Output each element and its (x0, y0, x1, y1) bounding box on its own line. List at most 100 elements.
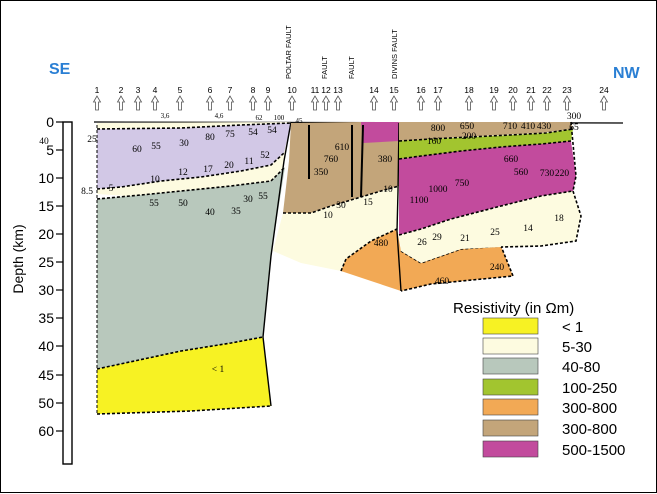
resistivity-value-cream-right: 18 (554, 214, 564, 224)
legend-title: Resistivity (in Ωm) (453, 300, 574, 317)
resistivity-value-magenta: 220 (555, 169, 570, 179)
resistivity-value-top-row: 45 (296, 117, 304, 125)
legend-label: 40-80 (562, 359, 600, 376)
depth-tick-label: 30 (38, 282, 54, 298)
legend-swatch (482, 317, 539, 335)
resistivity-value-magenta: 1000 (429, 185, 448, 195)
station-arrow-icon (562, 95, 572, 111)
depth-tick-label: 15 (38, 198, 54, 214)
resistivity-value-top-row: 100 (274, 114, 285, 122)
station-arrow-icon (508, 95, 518, 111)
fault-trace-divins (396, 122, 402, 292)
boundary-gray-top (96, 166, 286, 200)
depth-axis-ticks: 0 5 10 15 20 25 30 35 40 45 50 60 (38, 114, 63, 439)
resistivity-value-lilac: 80 (205, 133, 215, 143)
resistivity-value-lilac: 25 (87, 135, 97, 145)
boundary-green-bottom (398, 140, 572, 160)
resistivity-value-cream-right: 25 (490, 228, 500, 238)
resistivity-value-gray: 55 (258, 192, 268, 202)
station-arrow-icon (389, 95, 399, 111)
resistivity-value-top-row: 65 (569, 123, 579, 133)
layer-100-250 (399, 129, 573, 159)
resistivity-value-magenta: 750 (455, 179, 470, 189)
boundary-yellow-top (96, 336, 264, 370)
resistivity-value-top-row: 3,6 (161, 112, 170, 120)
fault-label-poltar: POLTAR FAULT (284, 25, 293, 79)
legend-swatch (482, 357, 539, 375)
boundary-lilac-bottom (96, 152, 285, 190)
resistivity-value-lilac: 12 (178, 168, 188, 178)
direction-se: SE (49, 61, 71, 78)
resistivity-value-orange: 460 (435, 277, 450, 287)
resistivity-value-lilac: 40 (39, 137, 49, 147)
resistivity-value-orange: 240 (490, 263, 505, 273)
station-number: 21 (526, 85, 536, 95)
legend-label: 5-30 (562, 339, 592, 356)
legend: < 1 5-30 40-80 100-250 300-800 300-800 500-150… (482, 317, 625, 459)
resistivity-value-top-row: 4,6 (215, 112, 224, 120)
resistivity-value-right-top: 410 (521, 122, 536, 132)
legend-label: 300-800 (562, 400, 617, 417)
boundary-lilac-top (96, 122, 292, 130)
depth-tick-label: 10 (38, 170, 54, 186)
station-arrow-icon (150, 95, 160, 111)
station-arrow-icon (175, 95, 185, 111)
fault-trace-3 (360, 124, 364, 198)
resistivity-value-brown-mid: 380 (378, 155, 393, 165)
resistivity-value-cream-mid: 30 (336, 201, 346, 211)
depth-tick-label: 50 (38, 395, 54, 411)
boundary-orange-top (340, 228, 398, 272)
resistivity-value-lilac: 75 (225, 130, 235, 140)
resistivity-value-right-top: 650 (460, 122, 475, 132)
station-arrow-icon (263, 95, 273, 111)
resistivity-value-right-top: 710 (503, 122, 518, 132)
station-number: 18 (464, 85, 474, 95)
station-arrow-icon (92, 95, 102, 111)
station-number: 17 (433, 85, 443, 95)
direction-nw: NW (613, 65, 641, 82)
station-number: 13 (333, 85, 343, 95)
depth-tick-label: 25 (38, 254, 54, 270)
station-number: 6 (208, 85, 213, 95)
station-arrow-icon (526, 95, 536, 111)
resistivity-value-top-row: 300 (567, 112, 582, 122)
resistivity-value-magenta: 1100 (410, 196, 429, 206)
station-number: 19 (489, 85, 499, 95)
station-number: 12 (321, 85, 331, 95)
resistivity-value-lilac: 54 (267, 126, 277, 136)
fault-trace-poltar (262, 121, 292, 407)
station-number: 20 (508, 85, 518, 95)
resistivity-value-brown-mid: 760 (324, 155, 339, 165)
station-markers: 1 2 3 4 5 6 7 8 9 10 11 12 13 14 15 16 17 18 19 20 21 22 23 24 (92, 85, 609, 111)
resistivity-value-gray: 30 (243, 195, 253, 205)
station-arrow-icon (133, 95, 143, 111)
resistivity-value-lilac: 60 (132, 145, 142, 155)
resistivity-value-brown-mid: 610 (335, 143, 350, 153)
depth-tick-label: 20 (38, 226, 54, 242)
legend-swatch (482, 378, 539, 396)
depth-axis-bar (62, 121, 73, 465)
resistivity-value-cream-right: 14 (523, 224, 533, 234)
layer-40-80-gray (97, 167, 285, 369)
station-arrow-icon (489, 95, 499, 111)
boundary-bottom-left (96, 405, 272, 415)
resistivity-value-cream-right: 29 (432, 233, 442, 243)
station-number: 7 (228, 85, 233, 95)
station-arrow-icon (287, 95, 297, 111)
boundary-cream-right (500, 190, 582, 248)
depth-tick-label: 0 (46, 114, 54, 130)
layer-5-30-middle (273, 186, 399, 271)
legend-swatch (482, 419, 539, 437)
station-number: 11 (311, 85, 320, 95)
depth-tick-label: 35 (38, 310, 54, 326)
resistivity-value-cream-mid: 10 (323, 211, 333, 221)
resistivity-value-gray: 40 (205, 208, 215, 218)
station-number: 1 (95, 85, 100, 95)
depth-tick-label: 40 (38, 338, 54, 354)
legend-swatch (482, 398, 539, 416)
resistivity-value-gray: 55 (149, 199, 159, 209)
station-arrow-icon (464, 95, 474, 111)
resistivity-value-orange: 480 (374, 239, 389, 249)
